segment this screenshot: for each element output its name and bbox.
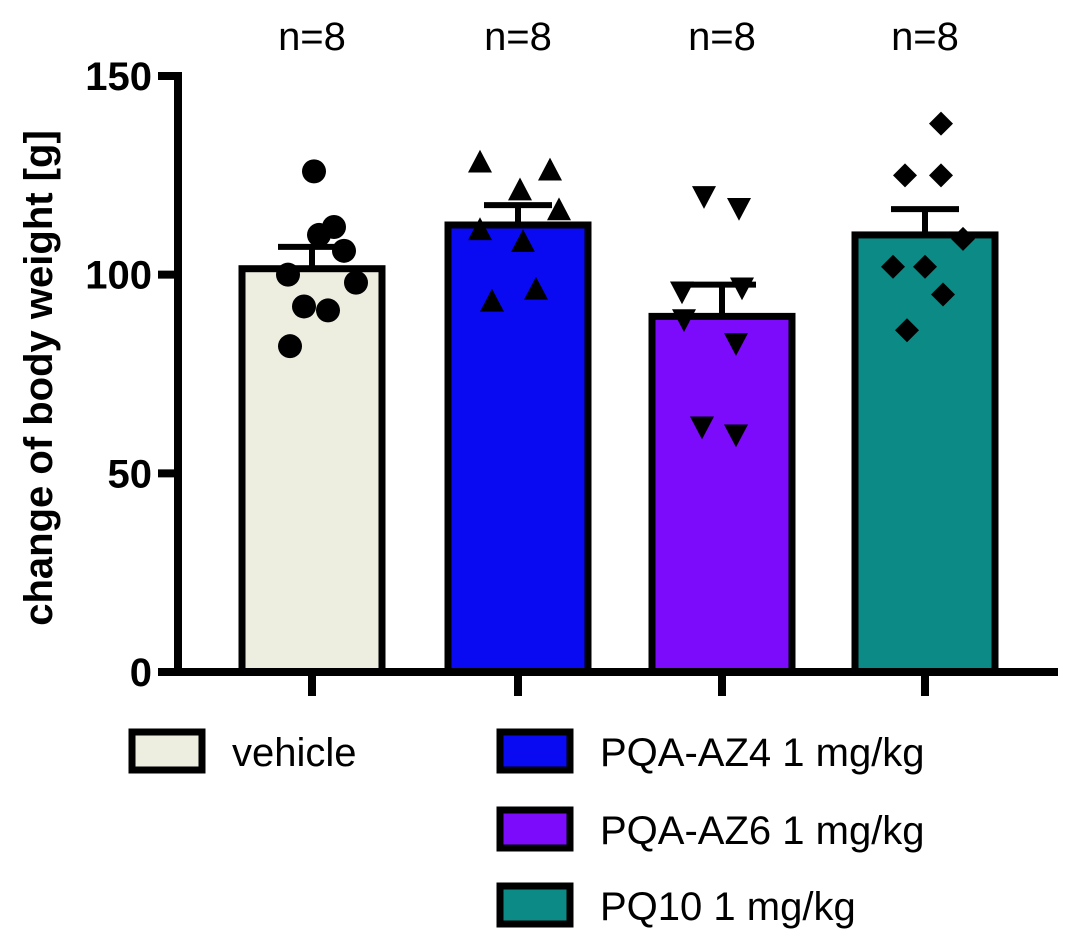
data-point (670, 281, 694, 305)
data-point (692, 186, 716, 209)
legend-swatch (496, 806, 574, 852)
data-point (468, 149, 492, 173)
data-point (547, 197, 571, 221)
n-label: n=8 (484, 15, 552, 59)
data-point (332, 238, 356, 263)
legend-swatch (496, 728, 574, 774)
data-point (724, 424, 748, 448)
data-point (913, 254, 937, 279)
data-point (508, 177, 532, 201)
data-point (672, 309, 696, 333)
x-axis (174, 668, 1058, 696)
data-point (276, 262, 300, 287)
data-point (480, 288, 504, 312)
y-tick-label: 50 (108, 452, 153, 496)
data-point (538, 157, 562, 181)
data-point (278, 334, 302, 359)
legend-label: PQA-AZ6 1 mg/kg (600, 809, 925, 853)
data-point (929, 111, 953, 136)
data-point (690, 416, 714, 440)
data-points (276, 111, 975, 448)
data-point (724, 333, 748, 356)
legend: vehicle PQA-AZ4 1 mg/kg PQA-AZ6 1 mg/kg PQ1… (128, 728, 925, 929)
y-tick-label: 0 (130, 651, 152, 695)
legend-label: PQ10 1 mg/kg (600, 885, 856, 929)
bar (238, 265, 386, 676)
data-point (895, 318, 919, 343)
data-point (302, 159, 326, 184)
y-ticks: 0 50 100 150 (85, 55, 178, 695)
legend-label: vehicle (232, 731, 357, 775)
data-point (322, 214, 346, 239)
data-point (931, 282, 955, 307)
y-tick-label: 100 (85, 254, 152, 298)
bar (444, 221, 592, 676)
data-point (316, 298, 340, 323)
data-point (468, 217, 492, 241)
bar (648, 312, 796, 676)
data-point (951, 226, 975, 251)
legend-label: PQA-AZ4 1 mg/kg (600, 731, 925, 775)
bar (851, 231, 999, 676)
data-point (524, 276, 548, 300)
legend-swatch (128, 728, 206, 774)
data-point (727, 198, 751, 221)
legend-swatch (496, 882, 574, 928)
data-point (344, 270, 368, 295)
n-label: n=8 (278, 15, 346, 59)
data-point (881, 254, 905, 279)
y-axis-title: change of body weight [g] (17, 130, 61, 626)
data-point (292, 294, 316, 319)
data-point (893, 163, 917, 188)
n-label: n=8 (688, 15, 756, 59)
n-labels: n=8 n=8 n=8 n=8 (278, 15, 959, 59)
n-label: n=8 (891, 15, 959, 59)
data-point (929, 163, 953, 188)
data-point (730, 277, 754, 301)
data-point (511, 229, 535, 252)
bars (238, 221, 999, 676)
y-tick-label: 150 (85, 55, 152, 99)
